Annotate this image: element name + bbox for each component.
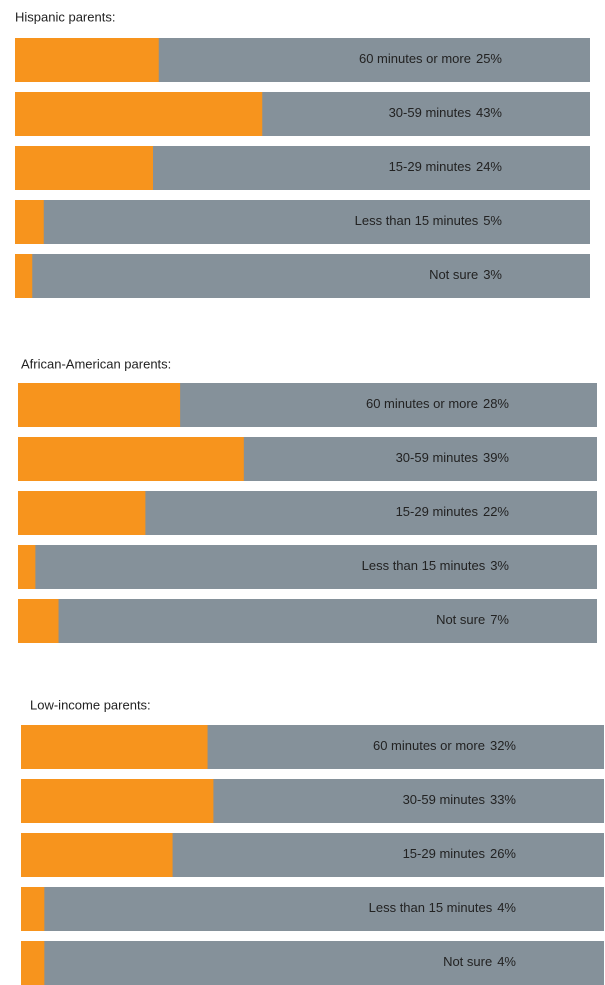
bar-label: 60 minutes or more 32%	[373, 738, 516, 753]
bar-track	[21, 941, 604, 985]
value-label: 33%	[490, 792, 516, 807]
category-label: Not sure	[436, 612, 485, 627]
bar	[15, 38, 159, 82]
value-label: 26%	[490, 846, 516, 861]
value-label: 24%	[476, 159, 502, 174]
bar	[18, 491, 146, 535]
bar-label: 30-59 minutes 33%	[403, 792, 517, 807]
category-label: Less than 15 minutes	[355, 213, 479, 228]
bar-label: Not sure 7%	[436, 612, 509, 627]
bar	[21, 833, 173, 877]
bar	[21, 725, 208, 769]
bar-label: 60 minutes or more 28%	[366, 396, 509, 411]
category-label: 15-29 minutes	[396, 504, 479, 519]
value-label: 7%	[490, 612, 509, 627]
bar	[15, 146, 153, 190]
bar	[21, 941, 45, 985]
value-label: 28%	[483, 396, 509, 411]
bar-label: 15-29 minutes 22%	[396, 504, 510, 519]
bar-track	[15, 200, 590, 244]
value-label: 3%	[483, 267, 502, 282]
bar	[21, 887, 45, 931]
panel-title: African-American parents:	[21, 356, 171, 371]
bar	[18, 437, 244, 481]
value-label: 4%	[497, 954, 516, 969]
bar-label: Not sure 3%	[429, 267, 502, 282]
panel-title: Hispanic parents:	[15, 9, 115, 24]
bar-track	[21, 887, 604, 931]
bar-label: 30-59 minutes 43%	[389, 105, 503, 120]
bar-label: Not sure 4%	[443, 954, 516, 969]
category-label: 30-59 minutes	[403, 792, 486, 807]
category-label: 60 minutes or more	[373, 738, 485, 753]
value-label: 5%	[483, 213, 502, 228]
bar	[21, 779, 214, 823]
bar	[18, 383, 181, 427]
panel-title: Low-income parents:	[30, 697, 151, 712]
bar	[18, 599, 59, 643]
category-label: 15-29 minutes	[389, 159, 472, 174]
bar-label: Less than 15 minutes 5%	[355, 213, 503, 228]
panel: Hispanic parents: 60 minutes or more 25% 30…	[15, 9, 590, 298]
panel: African-American parents: 60 minutes or m…	[18, 356, 597, 643]
category-label: 30-59 minutes	[396, 450, 479, 465]
value-label: 3%	[490, 558, 509, 573]
bar-label: 15-29 minutes 26%	[403, 846, 517, 861]
bar-label: 60 minutes or more 25%	[359, 51, 502, 66]
value-label: 25%	[476, 51, 502, 66]
category-label: 30-59 minutes	[389, 105, 472, 120]
bar	[18, 545, 36, 589]
bar	[15, 254, 33, 298]
category-label: Less than 15 minutes	[362, 558, 486, 573]
bar	[15, 92, 263, 136]
bar-track	[18, 545, 597, 589]
value-label: 32%	[490, 738, 516, 753]
bar-label: 15-29 minutes 24%	[389, 159, 503, 174]
category-label: 15-29 minutes	[403, 846, 486, 861]
category-label: Not sure	[443, 954, 492, 969]
value-label: 4%	[497, 900, 516, 915]
bar-track	[15, 254, 590, 298]
category-label: Not sure	[429, 267, 478, 282]
bar-label: 30-59 minutes 39%	[396, 450, 510, 465]
value-label: 22%	[483, 504, 509, 519]
bar-label: Less than 15 minutes 3%	[362, 558, 510, 573]
panel: Low-income parents: 60 minutes or more 32%…	[21, 697, 604, 985]
category-label: Less than 15 minutes	[369, 900, 493, 915]
value-label: 43%	[476, 105, 502, 120]
category-label: 60 minutes or more	[366, 396, 478, 411]
value-label: 39%	[483, 450, 509, 465]
bar-track	[18, 599, 597, 643]
category-label: 60 minutes or more	[359, 51, 471, 66]
bar	[15, 200, 44, 244]
bar-label: Less than 15 minutes 4%	[369, 900, 517, 915]
